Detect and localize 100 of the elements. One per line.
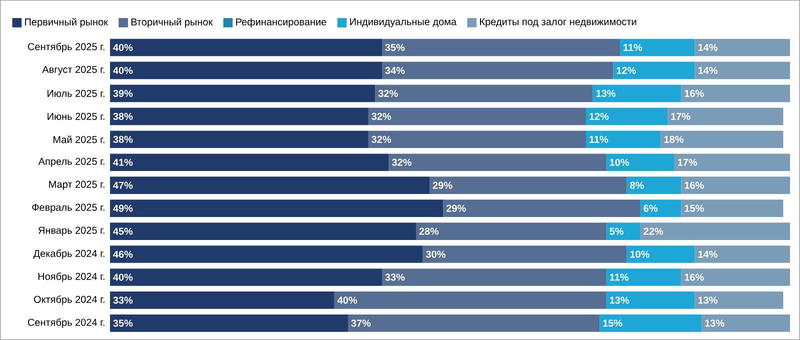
bar	[681, 200, 784, 217]
data-label: 17%	[678, 158, 698, 166]
data-label: 32%	[372, 136, 392, 143]
bar	[681, 268, 790, 286]
data-label: 34%	[385, 66, 405, 74]
y-tick-label: Июль 2025 г.	[48, 90, 104, 97]
bar	[416, 222, 606, 240]
bar	[660, 130, 784, 148]
y-tick-label: Март 2025 г.	[49, 180, 104, 190]
bar	[422, 246, 627, 263]
data-label: 15%	[603, 320, 622, 327]
bar	[586, 130, 661, 148]
bar	[110, 154, 389, 172]
data-label: 40%	[113, 66, 133, 74]
data-label: 35%	[385, 44, 405, 52]
bar	[368, 108, 586, 126]
data-label: 6%	[644, 204, 658, 212]
bar	[382, 38, 620, 56]
bar	[606, 222, 640, 240]
y-tick-label: Август 2025 г.	[42, 66, 104, 75]
bar	[626, 176, 682, 194]
data-label: 40%	[113, 44, 133, 52]
data-label: 10%	[630, 250, 650, 258]
bar	[668, 108, 784, 126]
data-label: 39%	[113, 90, 133, 97]
bar	[110, 108, 368, 126]
bar	[110, 130, 368, 148]
bar	[430, 176, 627, 194]
data-label: 41%	[113, 158, 133, 166]
y-tick-label: Апрель 2025 г.	[38, 158, 104, 167]
bar	[702, 314, 790, 332]
bar	[110, 268, 382, 286]
data-label: 11%	[624, 44, 642, 52]
bar	[586, 108, 668, 126]
data-label: 32%	[392, 158, 412, 166]
data-label: 45%	[113, 228, 133, 235]
bar	[368, 130, 586, 148]
data-label: 33%	[113, 296, 133, 304]
data-label: 18%	[664, 136, 684, 143]
data-label: 14%	[698, 44, 718, 52]
legend-label: Вторичный рынок	[131, 18, 213, 28]
legend-label: Кредиты под залог недвижимости	[480, 18, 636, 28]
bar	[375, 84, 593, 102]
legend-label: Рефинансирование	[236, 18, 326, 28]
data-label: 13%	[698, 296, 718, 304]
legend-label: Индивидуальные дома	[350, 18, 457, 28]
data-label: 10%	[610, 158, 630, 166]
data-label: 49%	[113, 204, 133, 212]
bar	[694, 38, 790, 56]
bar	[606, 292, 695, 309]
data-label: 29%	[432, 182, 452, 189]
data-label: 32%	[372, 112, 392, 120]
bar	[110, 222, 416, 240]
data-label: 13%	[705, 320, 724, 327]
bar	[388, 154, 606, 172]
data-label: 16%	[684, 274, 704, 281]
bar	[640, 200, 682, 217]
data-label: 12%	[616, 66, 636, 74]
y-tick-label: Июнь 2025 г.	[48, 112, 104, 120]
bar	[626, 246, 695, 263]
data-label: 40%	[337, 296, 358, 304]
data-label: 11%	[590, 136, 608, 143]
y-tick-label: Ноябрь 2024 г.	[38, 272, 104, 282]
data-label: 14%	[698, 250, 718, 258]
bar	[694, 246, 790, 263]
bar	[382, 62, 614, 80]
data-label: 16%	[684, 90, 704, 97]
bar	[681, 84, 790, 102]
bar	[443, 200, 640, 217]
data-label: 5%	[610, 228, 624, 235]
data-label: 46%	[113, 250, 133, 258]
data-label: 8%	[630, 182, 644, 189]
bar	[681, 176, 790, 194]
bar	[334, 292, 606, 309]
data-label: 22%	[644, 228, 664, 235]
bar	[694, 292, 784, 309]
data-label: 33%	[385, 274, 405, 281]
data-label: 11%	[610, 274, 629, 281]
data-label: 32%	[378, 90, 398, 97]
data-label: 15%	[684, 204, 704, 212]
bar	[348, 314, 600, 332]
y-tick-label: Сентябрь 2025 г.	[28, 42, 104, 52]
data-label: 13%	[596, 90, 616, 97]
bar	[110, 314, 348, 332]
data-label: 38%	[113, 136, 133, 143]
bar	[110, 246, 423, 263]
bar	[592, 84, 682, 102]
y-tick-label: Октябрь 2024 г.	[34, 296, 104, 305]
y-tick-label: Декабрь 2024 г.	[33, 250, 104, 259]
data-label: 29%	[446, 204, 466, 212]
data-label: 12%	[590, 112, 609, 120]
bar	[613, 62, 695, 80]
bar	[110, 292, 334, 309]
bar	[674, 154, 790, 172]
bar	[110, 84, 376, 102]
bar	[110, 62, 382, 80]
data-label: 38%	[113, 112, 133, 120]
data-label: 16%	[684, 182, 704, 189]
data-label: 28%	[419, 228, 439, 235]
data-label: 40%	[113, 274, 133, 281]
